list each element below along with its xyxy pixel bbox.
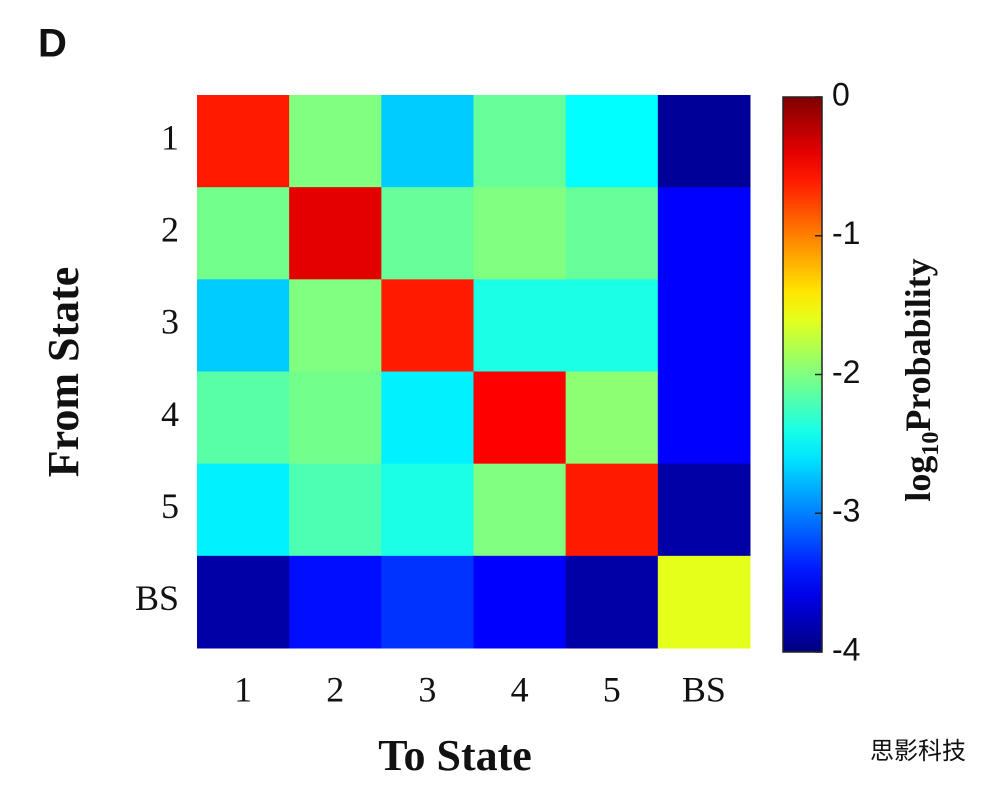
heatmap-cell bbox=[381, 279, 474, 372]
colorbar-tick-label: -4 bbox=[832, 631, 860, 667]
x-tick-label: BS bbox=[682, 669, 726, 709]
colorbar-tick-label: -3 bbox=[832, 493, 860, 529]
colorbar-label-part: log bbox=[898, 456, 938, 502]
heatmap-cell bbox=[565, 187, 659, 280]
y-axis-label: From State bbox=[39, 267, 88, 478]
colorbar-tick-label: 0 bbox=[832, 76, 850, 112]
panel-title: D bbox=[38, 22, 67, 66]
heatmap-cell bbox=[197, 187, 290, 280]
heatmap-cell bbox=[565, 279, 659, 372]
heatmap-cell bbox=[473, 279, 567, 372]
heatmap-cell bbox=[657, 187, 751, 280]
heatmap-cell bbox=[657, 371, 751, 465]
heatmap-cell bbox=[381, 463, 474, 557]
x-tick-label: 1 bbox=[234, 669, 252, 709]
colorbar-tick-label: -2 bbox=[832, 354, 860, 390]
heatmap-cell bbox=[381, 371, 474, 465]
heatmap-cell bbox=[197, 95, 290, 188]
heatmap-cell bbox=[657, 555, 751, 649]
heatmap-cell bbox=[289, 95, 382, 188]
heatmap-cell bbox=[197, 279, 290, 372]
heatmap-cell bbox=[197, 371, 290, 465]
heatmap-cell bbox=[565, 463, 659, 557]
heatmap-cell bbox=[381, 95, 474, 188]
heatmap-cell bbox=[197, 463, 290, 557]
heatmap-cell bbox=[473, 371, 567, 465]
heatmap-cell bbox=[565, 95, 659, 188]
heatmap-cell bbox=[289, 371, 382, 465]
heatmap-cell bbox=[657, 463, 751, 557]
colorbar-label-part: Probability bbox=[898, 258, 938, 431]
x-tick-label: 4 bbox=[511, 669, 529, 709]
heatmap-cell bbox=[381, 555, 474, 649]
watermark: 思影科技 bbox=[870, 737, 966, 765]
y-tick-label: 2 bbox=[161, 210, 179, 250]
x-tick-label: 2 bbox=[326, 669, 344, 709]
y-tick-label: 4 bbox=[161, 394, 179, 434]
heatmap-cell bbox=[473, 463, 567, 557]
y-tick-label: 1 bbox=[161, 117, 179, 157]
y-tick-label: BS bbox=[135, 578, 179, 618]
heatmap-cell bbox=[381, 187, 474, 280]
heatmap-cell bbox=[657, 279, 751, 372]
y-tick-label: 5 bbox=[161, 486, 179, 526]
heatmap-cell bbox=[473, 555, 567, 649]
heatmap-cell bbox=[289, 187, 382, 280]
colorbar-label-sub: 10 bbox=[918, 432, 944, 456]
colorbar-tick-label: -1 bbox=[832, 215, 860, 251]
heatmap-cell bbox=[473, 95, 567, 188]
x-axis-label: To State bbox=[378, 731, 532, 780]
y-tick-label: 3 bbox=[161, 302, 179, 342]
heatmap-cell bbox=[289, 463, 382, 557]
x-tick-label: 3 bbox=[418, 669, 436, 709]
colorbar-label: log10Probability bbox=[898, 258, 943, 501]
heatmap-cell bbox=[197, 555, 290, 649]
heatmap-cell bbox=[565, 371, 659, 465]
heatmap-cell bbox=[289, 555, 382, 649]
x-tick-label: 5 bbox=[603, 669, 621, 709]
heatmap-cell bbox=[565, 555, 659, 649]
heatmap-cell bbox=[289, 279, 382, 372]
heatmap-cell bbox=[473, 187, 567, 280]
heatmap-cell bbox=[657, 95, 751, 188]
